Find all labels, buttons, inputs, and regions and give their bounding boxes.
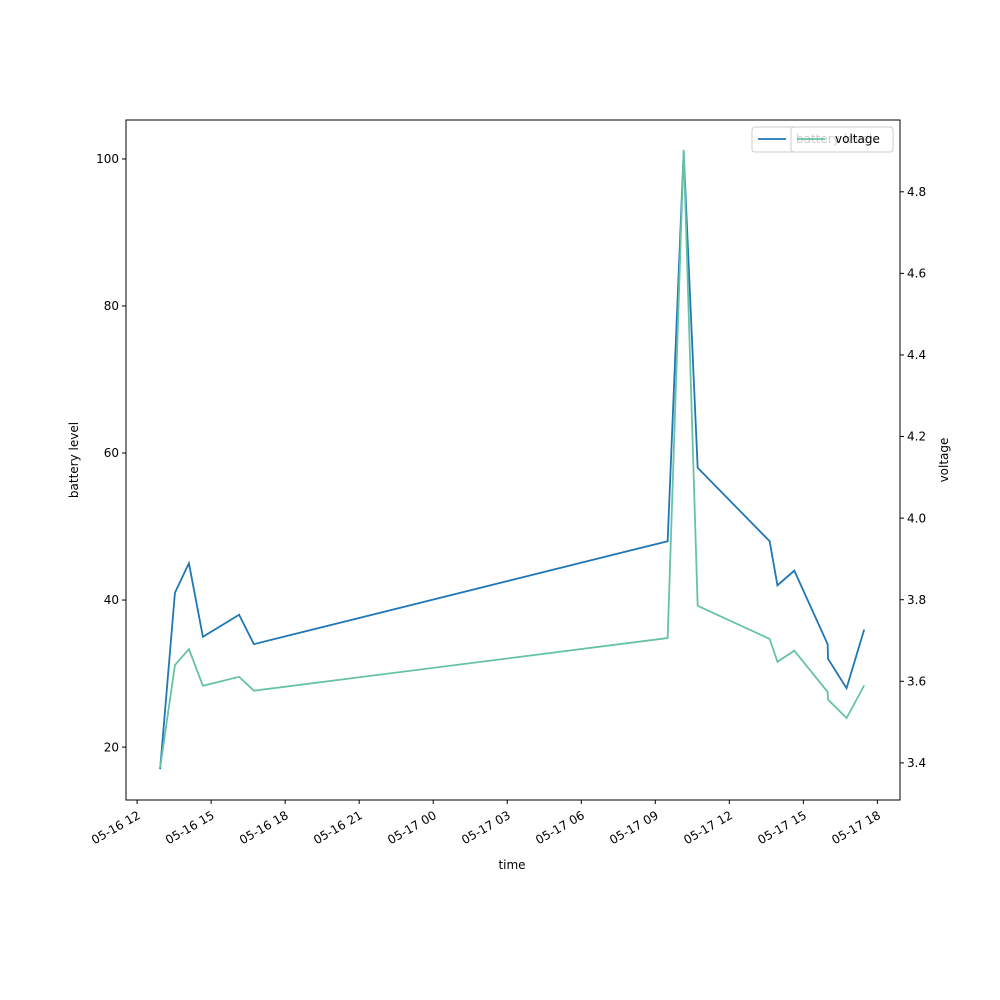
y2-tick-label: 3.8 [907, 593, 926, 607]
y2-tick-label: 4.0 [907, 511, 926, 525]
plot-frame [125, 119, 901, 801]
y2-tick-label: 3.6 [907, 674, 926, 688]
x-tick-label: 05-17 15 [755, 808, 809, 847]
y-axis-label: battery level [67, 422, 81, 498]
y2-tick-label: 4.4 [907, 348, 926, 362]
x-tick-label: 05-16 21 [311, 808, 365, 847]
series-line [159, 151, 866, 770]
legend-box [790, 126, 894, 153]
y-tick-label: 40 [104, 593, 119, 607]
y-tick-label: 20 [104, 740, 119, 754]
x-tick-label: 05-17 06 [533, 808, 587, 847]
y2-tick-label: 4.8 [907, 185, 926, 199]
x-tick-label: 05-17 00 [385, 808, 439, 847]
y-tick-label: 80 [104, 299, 119, 313]
x-tick-label: 05-17 12 [681, 808, 735, 847]
y2-tick-label: 4.2 [907, 430, 926, 444]
y2-tick-label: 3.4 [907, 756, 926, 770]
series-line [159, 149, 866, 768]
x-tick-label: 05-17 09 [607, 808, 661, 847]
x-tick-label: 05-16 12 [89, 808, 143, 847]
y2-axis-label: voltage [937, 438, 951, 483]
x-tick-label: 05-17 03 [459, 808, 513, 847]
x-tick-label: 05-16 18 [237, 808, 291, 847]
x-axis-label: time [498, 858, 525, 872]
y-tick-label: 60 [104, 446, 119, 460]
y2-tick-label: 4.6 [907, 267, 926, 281]
legend-label: voltage [835, 132, 880, 146]
x-tick-label: 05-16 15 [163, 808, 217, 847]
x-tick-label: 05-17 18 [829, 808, 883, 847]
y-tick-label: 100 [96, 152, 119, 166]
